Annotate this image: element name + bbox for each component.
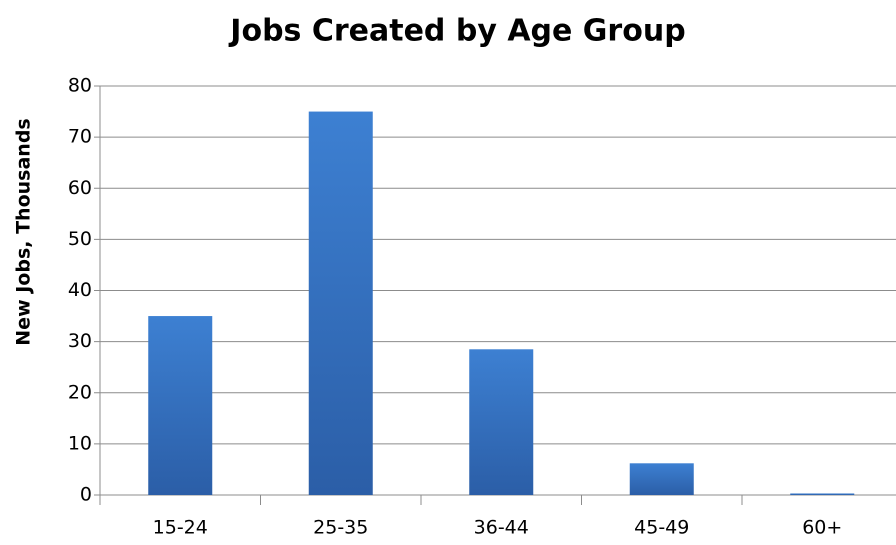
y-axis-label: New Jobs, Thousands — [13, 118, 35, 345]
x-tick-label: 25-35 — [313, 517, 368, 539]
x-tick-label: 36-44 — [474, 517, 529, 539]
y-tick-label: 70 — [68, 126, 92, 148]
y-tick-label: 40 — [68, 279, 92, 301]
y-tick-label: 80 — [68, 75, 92, 97]
y-tick-label: 10 — [68, 432, 92, 454]
bar — [148, 316, 213, 495]
y-tick-label: 0 — [80, 484, 92, 506]
chart-title: Jobs Created by Age Group — [228, 14, 685, 49]
y-tick-label: 30 — [68, 330, 92, 352]
y-tick-label: 20 — [68, 381, 92, 403]
bar — [629, 463, 694, 495]
bar — [469, 349, 534, 495]
y-tick-label: 60 — [68, 177, 92, 199]
x-tick-label: 60+ — [802, 517, 842, 539]
y-tick-label: 50 — [68, 228, 92, 250]
bar — [790, 493, 855, 495]
x-tick-label: 45-49 — [634, 517, 689, 539]
x-tick-label: 15-24 — [153, 517, 208, 539]
bar — [308, 111, 373, 495]
